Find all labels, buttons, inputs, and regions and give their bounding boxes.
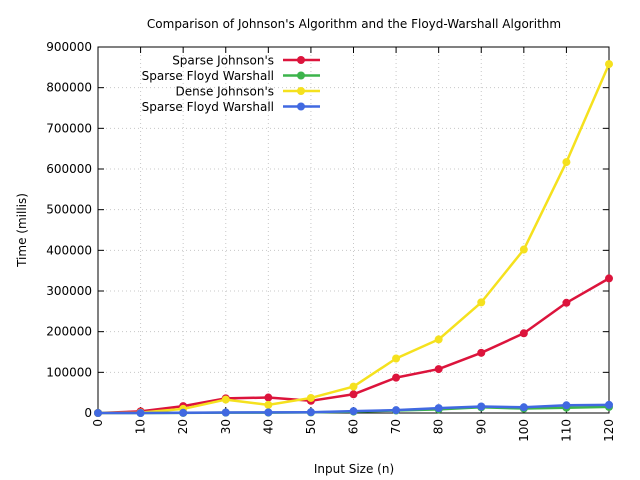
data-point	[94, 409, 102, 417]
y-tick-label: 400000	[46, 243, 92, 257]
data-point	[434, 365, 443, 374]
data-point	[264, 408, 273, 417]
series-4	[94, 400, 613, 417]
data-point	[264, 393, 273, 402]
data-point	[306, 393, 315, 402]
x-tick-label: 70	[389, 419, 403, 434]
data-point	[392, 354, 401, 363]
axes: 0100000200000300000400000500000600000700…	[46, 40, 616, 442]
data-point	[562, 158, 571, 167]
data-point	[519, 403, 528, 412]
x-tick-label: 0	[91, 419, 105, 427]
x-tick-label: 30	[219, 419, 233, 434]
x-tick-label: 110	[559, 419, 573, 442]
y-tick-label: 600000	[46, 162, 92, 176]
legend-label: Sparse Floyd Warshall	[142, 69, 274, 83]
data-point	[562, 401, 571, 410]
legend-marker	[297, 56, 305, 64]
x-tick-label: 90	[474, 419, 488, 434]
grid	[98, 47, 609, 413]
data-point	[221, 408, 230, 417]
legend-marker	[297, 87, 305, 95]
data-point	[477, 348, 486, 357]
data-point	[221, 395, 230, 404]
x-tick-label: 10	[134, 419, 148, 434]
x-tick-label: 50	[304, 419, 318, 434]
legend-marker	[297, 71, 305, 80]
data-point	[519, 245, 528, 254]
data-point	[434, 335, 443, 344]
data-point	[392, 406, 401, 415]
y-tick-label: 100000	[46, 365, 92, 379]
chart-title: Comparison of Johnson's Algorithm and th…	[147, 17, 561, 31]
y-tick-label: 700000	[46, 121, 92, 135]
y-tick-label: 200000	[46, 325, 92, 339]
data-point	[605, 274, 613, 283]
data-point	[136, 409, 145, 417]
data-point	[519, 329, 528, 338]
x-tick-label: 100	[517, 419, 531, 442]
data-point	[392, 373, 401, 382]
data-point	[477, 402, 486, 411]
data-point	[349, 407, 358, 416]
y-tick-label: 800000	[46, 81, 92, 95]
y-tick-label: 500000	[46, 203, 92, 217]
data-point	[349, 390, 358, 399]
y-tick-label: 900000	[46, 40, 92, 54]
legend-label: Dense Johnson's	[175, 85, 274, 99]
x-tick-label: 80	[432, 419, 446, 434]
data-point	[434, 404, 443, 413]
data-point	[605, 60, 613, 69]
legend-label: Sparse Johnson's	[172, 54, 274, 68]
x-tick-label: 60	[347, 419, 361, 434]
data-point	[306, 408, 315, 417]
data-point	[264, 400, 273, 409]
series-group	[94, 60, 613, 417]
x-tick-label: 120	[602, 419, 616, 442]
data-point	[562, 298, 571, 307]
x-tick-label: 40	[261, 419, 275, 434]
legend-label: Sparse Floyd Warshall	[142, 100, 274, 114]
x-axis-title: Input Size (n)	[314, 462, 394, 476]
data-point	[349, 382, 358, 391]
y-tick-label: 300000	[46, 284, 92, 298]
data-point	[477, 298, 486, 307]
series-line	[97, 63, 611, 415]
y-tick-label: 0	[84, 406, 92, 420]
x-tick-label: 20	[176, 419, 190, 434]
data-point	[605, 400, 613, 409]
legend-marker	[297, 102, 305, 111]
y-axis-title: Time (millis)	[15, 193, 29, 268]
data-point	[179, 408, 188, 417]
